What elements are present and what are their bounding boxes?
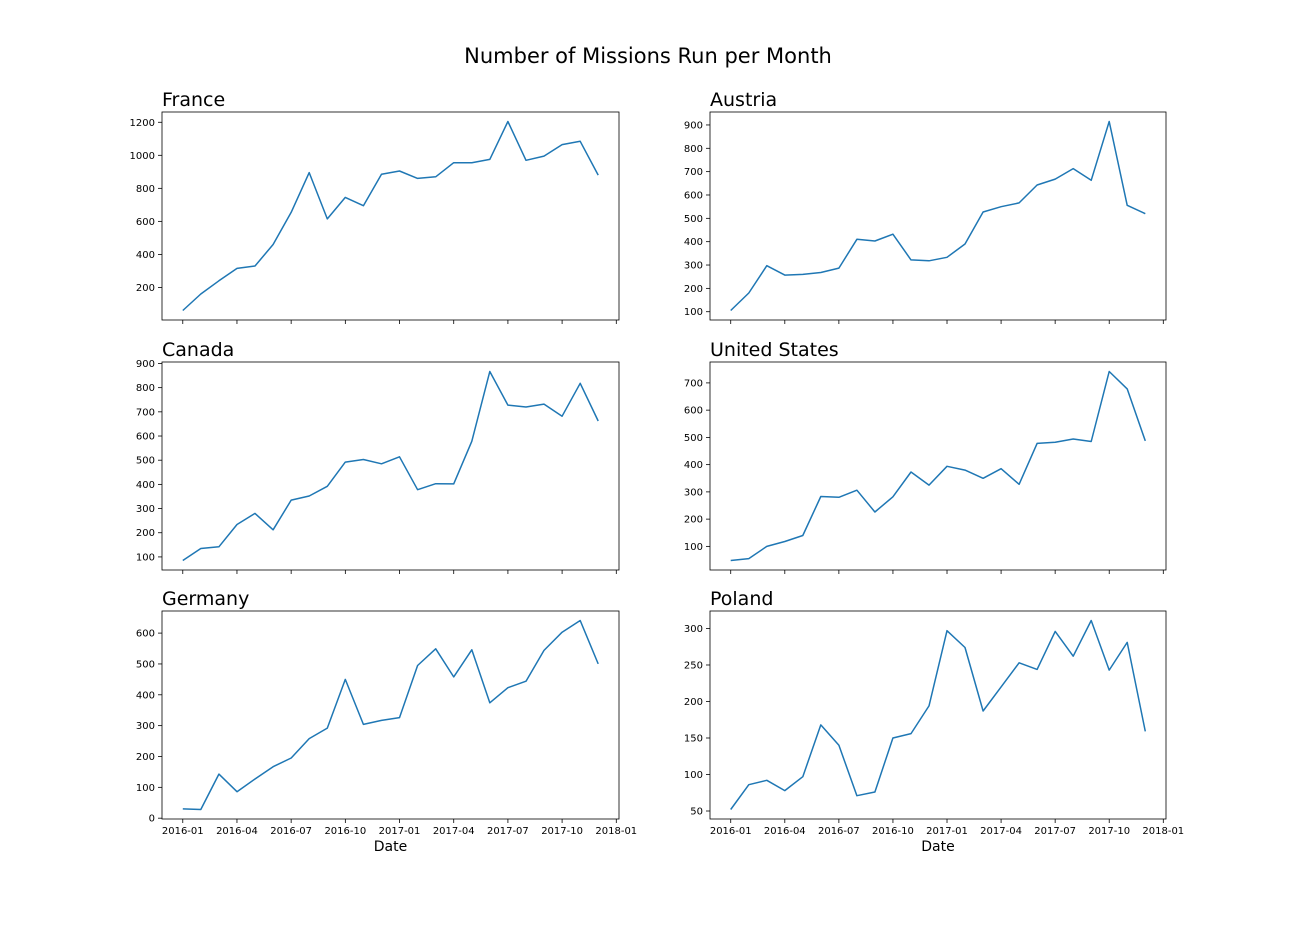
x-axis-label: Date xyxy=(921,839,954,855)
y-tick-label: 600 xyxy=(136,432,155,443)
y-tick-label: 600 xyxy=(136,217,155,228)
x-tick-label: 2017-10 xyxy=(1088,826,1130,837)
y-tick-label: 500 xyxy=(136,456,155,467)
y-tick-label: 900 xyxy=(136,359,155,370)
x-tick-label: 2017-10 xyxy=(541,826,583,837)
chart-suptitle: Number of Missions Run per Month xyxy=(464,44,832,68)
subplot-title: Germany xyxy=(162,588,249,610)
x-tick-label: 2016-01 xyxy=(710,826,752,837)
y-tick-label: 100 xyxy=(684,770,703,781)
subplot-title: United States xyxy=(710,339,839,361)
axes-frame xyxy=(161,610,620,820)
y-tick-label: 600 xyxy=(684,406,703,417)
y-tick-label: 700 xyxy=(684,378,703,389)
y-tick-label: 200 xyxy=(684,515,703,526)
y-tick-label: 400 xyxy=(684,237,703,248)
subplot-title: France xyxy=(162,89,225,111)
axes-frame xyxy=(709,361,1167,571)
y-tick-label: 400 xyxy=(684,460,703,471)
y-tick-label: 400 xyxy=(136,690,155,701)
y-tick-label: 300 xyxy=(684,261,703,272)
y-tick-label: 900 xyxy=(684,120,703,131)
y-tick-label: 500 xyxy=(136,659,155,670)
x-tick-label: 2017-07 xyxy=(487,826,529,837)
x-tick-label: 2017-01 xyxy=(379,826,421,837)
y-tick-label: 400 xyxy=(136,480,155,491)
y-tick-label: 0 xyxy=(149,814,155,825)
y-tick-label: 1000 xyxy=(130,151,155,162)
y-tick-label: 100 xyxy=(684,307,703,318)
x-tick-label: 2016-10 xyxy=(872,826,914,837)
y-tick-label: 500 xyxy=(684,433,703,444)
y-tick-label: 50 xyxy=(690,807,703,818)
y-tick-label: 100 xyxy=(684,542,703,553)
series-line xyxy=(182,619,599,811)
series-line xyxy=(182,120,599,312)
y-tick-label: 100 xyxy=(136,783,155,794)
x-axis-label: Date xyxy=(374,839,407,855)
x-tick-label: 2016-07 xyxy=(270,826,312,837)
axes-frame xyxy=(161,111,620,321)
subplot-title: Austria xyxy=(710,89,777,111)
x-tick-label: 2018-01 xyxy=(1142,826,1184,837)
subplot-germany: Germany 0 100 200 300 400 500 600 2016-01 2016-04… xyxy=(136,588,637,855)
x-tick-label: 2017-04 xyxy=(433,826,475,837)
y-tick-label: 300 xyxy=(136,721,155,732)
x-tick-label: 2017-04 xyxy=(980,826,1022,837)
series-line xyxy=(730,370,1147,562)
series-line xyxy=(730,619,1147,810)
subplot-united-states: United States 100 200 300 400 500 600 700 xyxy=(684,339,1167,574)
y-tick-label: 150 xyxy=(684,733,703,744)
axes-frame xyxy=(161,361,620,571)
x-tick-label: 2016-01 xyxy=(162,826,204,837)
x-tick-label: 2017-07 xyxy=(1034,826,1076,837)
x-tick-label: 2018-01 xyxy=(595,826,637,837)
axes-frame xyxy=(709,610,1167,820)
x-tick-label: 2016-04 xyxy=(764,826,806,837)
y-tick-label: 400 xyxy=(136,250,155,261)
subplot-france: France 200 400 600 800 1000 1200 xyxy=(130,89,620,324)
y-tick-label: 1200 xyxy=(130,118,155,129)
y-tick-label: 200 xyxy=(684,284,703,295)
y-tick-label: 300 xyxy=(684,487,703,498)
y-tick-label: 100 xyxy=(136,552,155,563)
y-tick-label: 800 xyxy=(136,383,155,394)
y-tick-label: 300 xyxy=(136,504,155,515)
subplot-title: Canada xyxy=(162,339,234,361)
axes-frame xyxy=(709,111,1167,321)
y-tick-label: 200 xyxy=(684,697,703,708)
series-line xyxy=(182,370,599,562)
x-tick-label: 2016-04 xyxy=(216,826,258,837)
x-tick-label: 2017-01 xyxy=(926,826,968,837)
y-tick-label: 700 xyxy=(684,167,703,178)
subplot-austria: Austria 100 200 300 400 500 600 700 800 900 xyxy=(684,89,1167,324)
series-line xyxy=(730,120,1146,312)
y-tick-label: 200 xyxy=(136,752,155,763)
y-tick-label: 800 xyxy=(684,144,703,155)
subplot-canada: Canada 100 200 300 400 500 600 700 800 900 xyxy=(136,339,620,574)
y-tick-label: 800 xyxy=(136,184,155,195)
subplot-title: Poland xyxy=(710,588,773,610)
y-tick-label: 600 xyxy=(684,190,703,201)
x-tick-label: 2016-07 xyxy=(818,826,860,837)
y-tick-label: 500 xyxy=(684,214,703,225)
y-tick-label: 300 xyxy=(684,624,703,635)
subplot-poland: Poland 50 100 150 200 250 300 2016-01 2016-04 201… xyxy=(684,588,1184,855)
x-tick-label: 2016-10 xyxy=(324,826,366,837)
y-tick-label: 200 xyxy=(136,283,155,294)
subplot-grid: France20040060080010001200Austria1002003… xyxy=(130,89,1185,855)
y-tick-label: 200 xyxy=(136,528,155,539)
y-tick-label: 250 xyxy=(684,660,703,671)
y-tick-label: 600 xyxy=(136,629,155,640)
y-tick-label: 700 xyxy=(136,407,155,418)
